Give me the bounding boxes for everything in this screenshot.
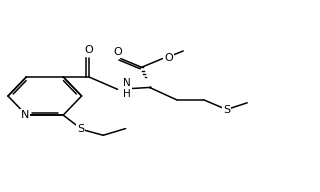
Text: N
H: N H bbox=[124, 78, 131, 99]
Text: S: S bbox=[77, 124, 84, 134]
Text: N: N bbox=[20, 110, 29, 120]
Text: O: O bbox=[165, 53, 173, 63]
Text: O: O bbox=[114, 47, 123, 57]
Text: S: S bbox=[223, 104, 230, 114]
Text: O: O bbox=[84, 45, 93, 55]
